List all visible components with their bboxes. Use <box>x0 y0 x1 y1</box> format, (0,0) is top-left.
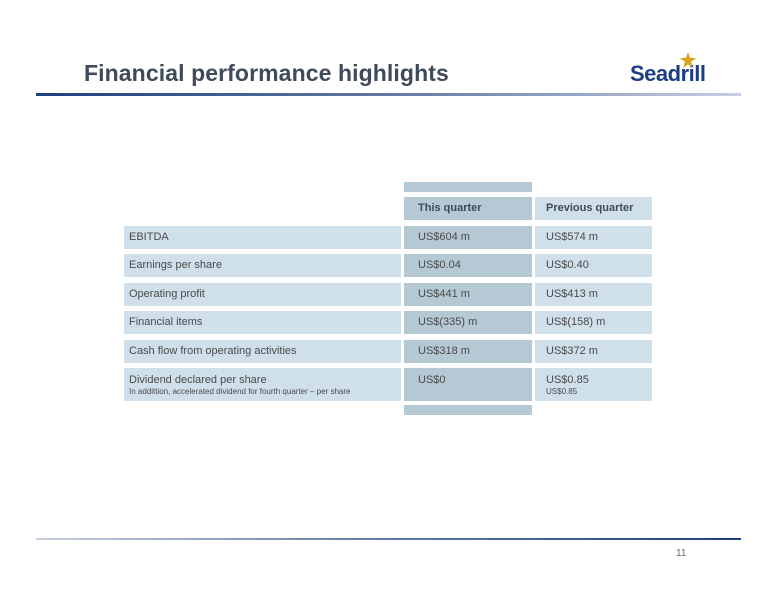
row-prev-cash-flow: US$372 m <box>535 340 652 363</box>
row-this-ebitda: US$604 m <box>404 226 532 249</box>
row-prev-operating-profit: US$413 m <box>535 283 652 306</box>
row-this-operating-profit: US$441 m <box>404 283 532 306</box>
star-icon <box>680 52 696 68</box>
row-this-dividend: US$0 <box>404 368 532 401</box>
top-divider <box>36 93 741 96</box>
row-label-cash-flow: Cash flow from operating activities <box>124 340 401 363</box>
row-label-eps: Earnings per share <box>124 254 401 277</box>
dividend-previous: US$0.85 <box>546 374 589 386</box>
row-prev-eps: US$0.40 <box>535 254 652 277</box>
row-prev-dividend: US$0.85 US$0.85 <box>535 368 652 401</box>
row-label-financial-items: Financial items <box>124 311 401 334</box>
row-label-ebitda: EBITDA <box>124 226 401 249</box>
row-this-financial-items: US$(335) m <box>404 311 532 334</box>
row-prev-financial-items: US$(158) m <box>535 311 652 334</box>
row-this-eps: US$0.04 <box>404 254 532 277</box>
column-cap-top <box>404 182 532 192</box>
dividend-label: Dividend declared per share <box>129 374 267 386</box>
header-previous-quarter: Previous quarter <box>535 197 652 220</box>
dividend-sublabel: In addittion, accelerated dividend for f… <box>129 387 351 396</box>
row-label-operating-profit: Operating profit <box>124 283 401 306</box>
row-prev-ebitda: US$574 m <box>535 226 652 249</box>
header-this-quarter: This quarter <box>404 197 532 220</box>
column-cap-bottom <box>404 405 532 415</box>
slide-title: Financial performance highlights <box>84 60 449 86</box>
page-number: 11 <box>676 548 687 559</box>
row-this-cash-flow: US$318 m <box>404 340 532 363</box>
bottom-divider <box>36 538 741 540</box>
logo-text: Seadrill <box>630 61 706 86</box>
seadrill-logo: Seadrill <box>630 52 714 90</box>
row-label-dividend: Dividend declared per share In addittion… <box>124 368 401 401</box>
dividend-previous-sub: US$0.85 <box>546 387 578 396</box>
